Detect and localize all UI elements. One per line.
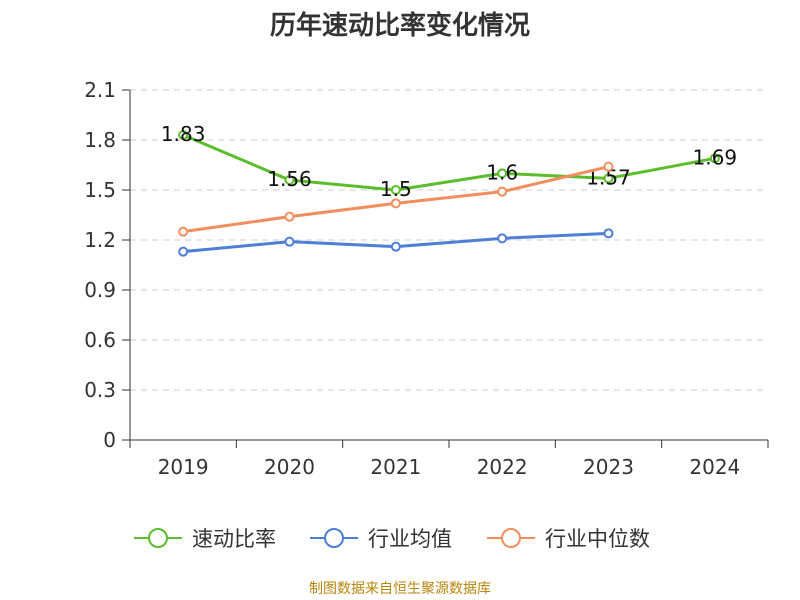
x-tick-label: 2022: [477, 455, 528, 479]
data-point: [390, 185, 401, 195]
data-point: [284, 175, 295, 185]
x-tick-label: 2019: [158, 455, 209, 479]
data-point: [709, 153, 720, 164]
data-label: 1.5: [380, 177, 412, 201]
y-tick-label: 0: [103, 428, 116, 452]
series-line: [182, 133, 716, 192]
data-point: [178, 226, 189, 237]
data-point: [603, 161, 614, 172]
y-tick-label: 2.1: [84, 78, 116, 102]
data-point: [284, 236, 295, 247]
legend-label: 行业均值: [368, 527, 452, 551]
data-point: [178, 246, 189, 257]
y-tick-label: 0.6: [84, 328, 116, 352]
data-point: [603, 173, 614, 184]
legend-swatch-marker: [324, 528, 344, 548]
data-label: 1.56: [267, 167, 312, 191]
data-point: [497, 233, 508, 244]
data-point: [497, 168, 508, 179]
legend-swatch-marker: [148, 528, 168, 548]
y-tick-label: 1.2: [84, 228, 116, 252]
data-label: 1.6: [486, 160, 518, 184]
data-point: [603, 228, 614, 239]
y-tick-label: 1.5: [84, 178, 116, 202]
chart-title: 历年速动比率变化情况: [269, 11, 530, 41]
data-point: [390, 198, 401, 209]
y-tick-label: 0.9: [84, 278, 116, 302]
source-footer: 制图数据来自恒生聚源数据库: [309, 581, 491, 597]
x-tick-label: 2020: [264, 455, 315, 479]
legend-label: 行业中位数: [545, 527, 650, 551]
x-tick-label: 2021: [370, 455, 421, 479]
x-tick-label: 2023: [583, 455, 634, 479]
data-point: [497, 186, 508, 197]
y-tick-label: 0.3: [84, 378, 116, 402]
y-tick-label: 1.8: [84, 128, 116, 152]
legend-swatch-marker: [501, 528, 521, 548]
data-point: [178, 130, 189, 140]
data-point: [390, 241, 401, 252]
data-label: 1.69: [693, 145, 738, 169]
legend-label: 速动比率: [192, 527, 276, 551]
data-point: [284, 211, 295, 222]
data-label: 1.83: [161, 122, 206, 146]
x-tick-label: 2024: [689, 455, 740, 479]
